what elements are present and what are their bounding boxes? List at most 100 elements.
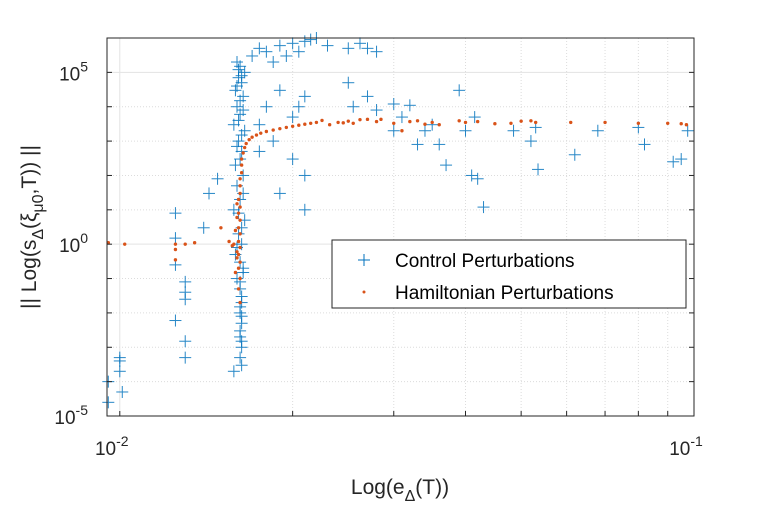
hamiltonian-point — [463, 120, 468, 125]
hamiltonian-point — [493, 122, 497, 126]
control-point — [286, 153, 299, 166]
control-point — [370, 104, 383, 117]
hamiltonian-point — [423, 122, 427, 126]
control-point — [253, 42, 266, 55]
hamiltonian-point — [358, 117, 362, 122]
axes-box — [106, 37, 695, 417]
control-point — [235, 335, 248, 348]
hamiltonian-point — [238, 260, 242, 264]
control-point — [298, 90, 311, 103]
hamiltonian-point — [123, 242, 127, 246]
control-point — [433, 138, 446, 151]
control-point — [169, 314, 182, 327]
hamiltonian-point — [183, 242, 187, 246]
hamiltonian-point — [303, 122, 307, 126]
control-point — [235, 129, 248, 142]
hamiltonian-point — [374, 119, 379, 124]
control-point — [232, 63, 245, 76]
control-point — [361, 90, 374, 103]
hamiltonian-point — [684, 122, 689, 127]
control-point — [273, 84, 286, 97]
series-hamiltonian — [106, 117, 689, 305]
control-point — [292, 100, 305, 113]
hamiltonian-point — [238, 205, 242, 209]
hamiltonian-point — [408, 119, 412, 124]
control-point — [246, 49, 259, 62]
control-point — [298, 35, 311, 48]
hamiltonian-point — [529, 119, 533, 123]
control-point — [102, 396, 115, 409]
hamiltonian-point — [327, 122, 332, 127]
control-point — [468, 111, 481, 124]
hamiltonian-point — [308, 121, 313, 125]
control-point — [267, 135, 280, 148]
control-point — [321, 39, 334, 52]
control-point — [237, 104, 250, 117]
control-point — [211, 172, 224, 185]
control-point — [370, 45, 383, 58]
control-point — [235, 290, 248, 303]
control-point — [471, 172, 484, 185]
hamiltonian-point — [254, 133, 259, 137]
hamiltonian-point — [314, 120, 319, 125]
control-point — [347, 100, 360, 113]
control-point — [353, 37, 366, 50]
hamiltonian-point — [192, 241, 197, 245]
control-point — [235, 359, 248, 372]
hamiltonian-point — [259, 131, 263, 135]
control-point — [426, 118, 439, 131]
control-point — [253, 145, 266, 158]
control-point — [202, 187, 215, 200]
ticks: 10-2 10-1 10-5 100 105 — [54, 37, 703, 460]
control-point — [387, 98, 400, 111]
control-point — [568, 148, 581, 161]
hamiltonian-point — [509, 121, 513, 125]
x-axis-label: Log(eΔ(T)) — [351, 476, 449, 505]
x-tick-label: 10-1 — [669, 433, 703, 460]
control-point — [681, 124, 694, 137]
control-point — [238, 66, 251, 79]
data-marks — [102, 32, 694, 409]
control-point — [304, 33, 317, 46]
control-point — [230, 100, 243, 113]
hamiltonian-point — [241, 151, 245, 155]
hamiltonian-point — [173, 242, 178, 246]
hamiltonian-point — [239, 163, 244, 167]
control-point — [237, 169, 250, 182]
control-point — [227, 203, 240, 216]
hamiltonian-point — [666, 121, 670, 125]
hamiltonian-point — [244, 141, 248, 146]
y-tick-label: 100 — [59, 230, 88, 257]
hamiltonian-point — [603, 120, 607, 125]
control-point — [507, 124, 520, 137]
hamiltonian-point — [430, 120, 434, 125]
hamiltonian-point — [242, 145, 247, 150]
hamiltonian-point — [336, 120, 340, 125]
control-point — [179, 275, 192, 288]
hamiltonian-point — [284, 125, 289, 130]
control-point — [234, 60, 247, 73]
control-point — [342, 76, 355, 89]
control-point — [675, 153, 688, 166]
hamiltonian-point — [236, 287, 241, 291]
control-point — [232, 135, 245, 148]
hamiltonian-point — [236, 239, 241, 244]
control-point — [234, 94, 247, 107]
hamiltonian-point — [238, 191, 242, 196]
y-axis-label: || Log(sΔ(ξμ0,T)) || — [18, 145, 47, 309]
control-point — [260, 45, 273, 58]
hamiltonian-point — [236, 226, 241, 230]
control-point — [292, 45, 305, 58]
hamiltonian-point — [379, 117, 383, 122]
control-point — [361, 42, 374, 55]
hamiltonian-point — [250, 135, 254, 139]
control-point — [235, 145, 248, 158]
hamiltonian-point — [437, 122, 441, 127]
control-point — [227, 365, 240, 378]
hamiltonian-point — [235, 215, 239, 220]
hamiltonian-point — [238, 245, 242, 250]
control-point — [197, 221, 210, 234]
hamiltonian-point — [392, 121, 396, 125]
grid — [107, 37, 695, 417]
hamiltonian-point — [173, 247, 178, 252]
